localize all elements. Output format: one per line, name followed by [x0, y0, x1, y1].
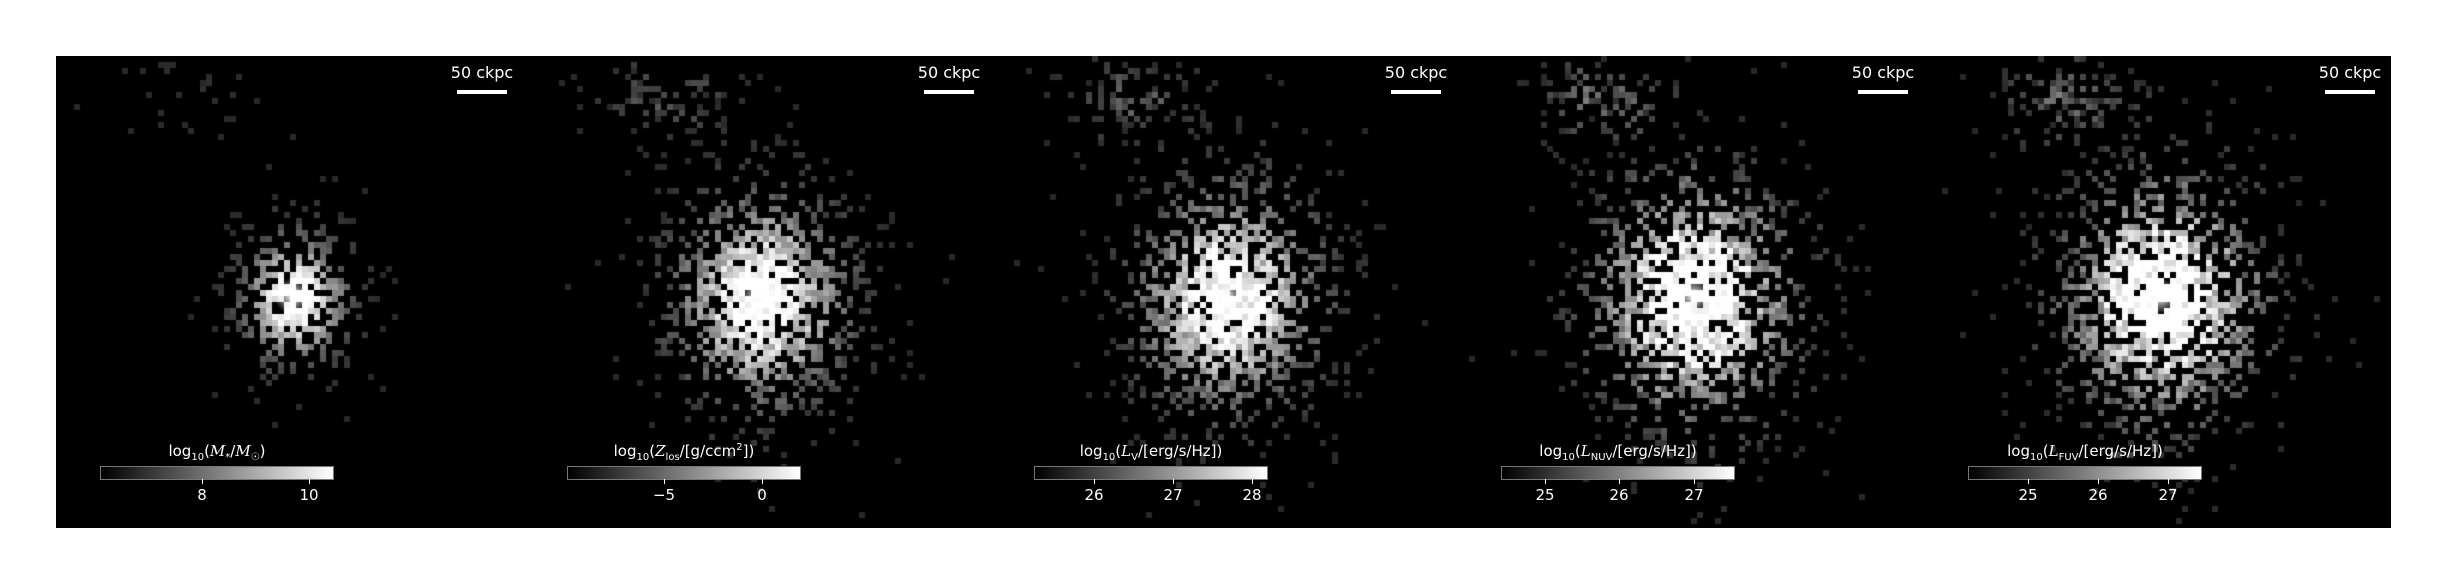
metallicity-map — [523, 56, 990, 528]
colorbar-tick — [762, 479, 763, 484]
panel-metallicity: 50 ckpc log10(Zlos/[g/ccm2]) −5 0 — [523, 56, 990, 528]
scale-bar-line — [457, 90, 507, 94]
panel-luminosity-fuv: 50 ckpc log10(LFUV/[erg/s/Hz]) 25 26 27 — [1924, 56, 2391, 528]
colorbar-label: log10(Zlos/[g/ccm2]) — [613, 442, 755, 463]
colorbar-tick-label: 26 — [1609, 486, 1629, 504]
colorbar-tick — [1619, 479, 1620, 484]
scale-bar: 50 ckpc — [1848, 64, 1918, 94]
scale-bar: 50 ckpc — [447, 64, 517, 94]
stellar-mass-map — [56, 56, 523, 528]
colorbar-gradient — [1968, 466, 2202, 480]
colorbar-gradient — [567, 466, 801, 480]
colorbar-gradient — [100, 466, 334, 480]
colorbar-tick — [2168, 479, 2169, 484]
scale-bar: 50 ckpc — [1381, 64, 1451, 94]
colorbar-tick — [1173, 479, 1174, 484]
colorbar-tick — [2098, 479, 2099, 484]
scale-bar: 50 ckpc — [914, 64, 984, 94]
colorbar-tick — [202, 479, 203, 484]
colorbar-tick — [1694, 479, 1695, 484]
scale-bar-line — [1391, 90, 1441, 94]
colorbar-tick-label: 8 — [197, 486, 207, 504]
luminosity-v-map — [990, 56, 1457, 528]
luminosity-nuv-map — [1457, 56, 1924, 528]
scale-bar-line — [2325, 90, 2375, 94]
colorbar-tick-label: 27 — [2158, 486, 2178, 504]
scale-bar-line — [1858, 90, 1908, 94]
colorbar-tick — [1094, 479, 1095, 484]
colorbar-tick — [309, 479, 310, 484]
scale-label: 50 ckpc — [1384, 63, 1448, 82]
colorbar-tick-label: −5 — [652, 486, 676, 504]
colorbar-tick — [2028, 479, 2029, 484]
scale-bar-line — [924, 90, 974, 94]
panel-luminosity-nuv: 50 ckpc log10(LNUV/[erg/s/Hz]) 25 26 27 — [1457, 56, 1924, 528]
scale-bar: 50 ckpc — [2315, 64, 2385, 94]
colorbar-tick-label: 28 — [1242, 486, 1262, 504]
figure: 50 ckpc log10(M*/M☉) 8 10 50 ckpc log10(Z… — [56, 56, 2391, 528]
colorbar-tick-label: 10 — [299, 486, 319, 504]
colorbar-tick-label: 25 — [2018, 486, 2038, 504]
scale-label: 50 ckpc — [1851, 63, 1915, 82]
colorbar-label: log10(M*/M☉) — [168, 442, 266, 463]
colorbar-tick-label: 27 — [1163, 486, 1183, 504]
colorbar-tick-label: 25 — [1535, 486, 1555, 504]
colorbar-tick-label: 26 — [2088, 486, 2108, 504]
scale-label: 50 ckpc — [450, 63, 514, 82]
colorbar-tick — [664, 479, 665, 484]
scale-label: 50 ckpc — [917, 63, 981, 82]
colorbar-gradient — [1501, 466, 1735, 480]
colorbar-label: log10(LNUV/[erg/s/Hz]) — [1539, 442, 1697, 463]
panel-luminosity-v: 50 ckpc log10(LV/[erg/s/Hz]) 26 27 28 — [990, 56, 1457, 528]
colorbar-label: log10(LFUV/[erg/s/Hz]) — [2007, 442, 2163, 463]
colorbar-label: log10(LV/[erg/s/Hz]) — [1079, 442, 1223, 463]
colorbar-tick-label: 26 — [1084, 486, 1104, 504]
colorbar-gradient — [1034, 466, 1268, 480]
colorbar-tick — [1545, 479, 1546, 484]
colorbar-tick-label: 27 — [1684, 486, 1704, 504]
luminosity-fuv-map — [1924, 56, 2391, 528]
colorbar-tick — [1252, 479, 1253, 484]
colorbar-tick-label: 0 — [757, 486, 767, 504]
scale-label: 50 ckpc — [2318, 63, 2382, 82]
panel-stellar-mass: 50 ckpc log10(M*/M☉) 8 10 — [56, 56, 523, 528]
